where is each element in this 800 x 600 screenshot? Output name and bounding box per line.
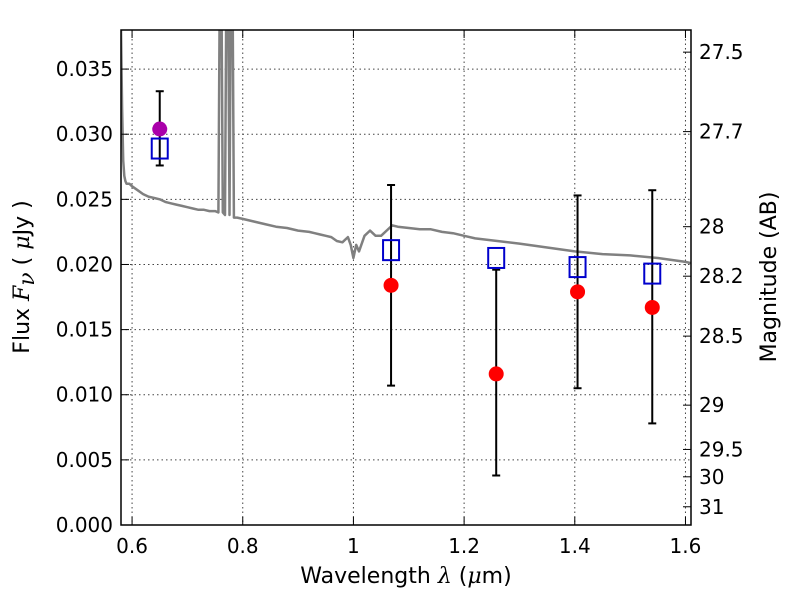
y2-tick-label: 27.7 [699,120,744,144]
y-axis-title: Flux Fν ( μJy ) [10,200,40,353]
y2-axis-ticks: 27.5 27.7 28 28.2 28.5 29 29.5 30 31 [683,40,744,519]
model-band-square [150,137,169,160]
x-axis-ticks: 0.6 0.8 1 1.2 1.4 1.6 [116,30,701,558]
y-tick-label: 0.035 [56,57,113,81]
y-tick-label: 0.015 [56,318,113,342]
y-axis-ticks: 0.000 0.005 0.010 0.015 0.020 0.025 0.030 0.035 [56,57,129,537]
y-tick-label: 0.030 [56,122,113,146]
model-band-points [150,137,662,285]
observed-point [570,284,586,300]
observed-points [152,121,660,382]
model-band-square [643,262,662,285]
y2-tick-label: 30 [699,465,724,489]
x-tick-label: 1.6 [670,534,702,558]
x-tick-label: 1.4 [559,534,591,558]
grid [121,30,691,526]
observed-point [383,277,399,293]
x-axis-title: Wavelength λ (μm) [300,564,511,589]
y2-tick-label: 27.5 [699,40,744,64]
observed-point [488,366,504,382]
x-tick-label: 1.2 [448,534,480,558]
model-band-square [487,246,506,269]
y-tick-label: 0.020 [56,252,113,276]
model-band-square [382,239,401,262]
model-spectrum-layer [121,30,691,265]
x-tick-label: 0.6 [116,534,148,558]
model-band-square [568,256,587,279]
observed-point [644,299,660,315]
y-tick-label: 0.000 [56,513,113,537]
x-tick-label: 0.8 [227,534,259,558]
y-tick-label: 0.025 [56,187,113,211]
y2-axis-title: Magnitude (AB) [757,192,782,363]
y2-tick-label: 28 [699,215,724,239]
y2-tick-label: 28.2 [699,264,744,288]
y2-tick-label: 29 [699,393,724,417]
x-tick-label: 1 [347,534,360,558]
y-tick-label: 0.010 [56,383,113,407]
y2-tick-label: 28.5 [699,324,744,348]
plot-frame [120,29,692,526]
y2-tick-label: 31 [699,495,724,519]
y-tick-label: 0.005 [56,448,113,472]
model-spectrum-line [121,30,691,265]
y2-tick-label: 29.5 [699,437,744,461]
observed-point [152,121,168,137]
